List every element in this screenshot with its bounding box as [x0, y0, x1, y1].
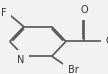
Text: OH: OH	[106, 36, 108, 46]
Text: F: F	[1, 8, 6, 18]
Text: N: N	[17, 55, 24, 65]
Text: Br: Br	[68, 65, 79, 74]
Text: O: O	[80, 5, 88, 15]
